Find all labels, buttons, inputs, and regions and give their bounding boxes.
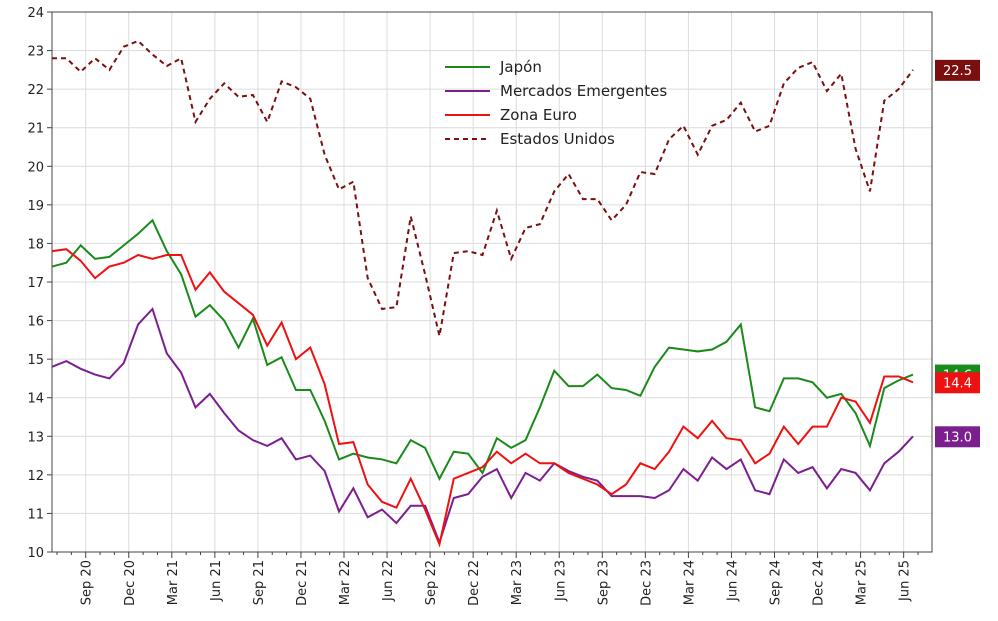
- series-line: [52, 39, 914, 337]
- x-tick-label: Mar 25: [855, 560, 870, 605]
- legend-label: Mercados Emergentes: [500, 82, 667, 100]
- x-tick-label: Dec 21: [295, 560, 310, 606]
- x-tick-label: Sep 24: [769, 560, 784, 605]
- end-label: 14.4: [943, 376, 972, 391]
- y-tick-label: 17: [27, 276, 44, 291]
- x-tick-label: Mar 21: [166, 560, 181, 605]
- y-tick-label: 18: [27, 237, 44, 252]
- plot-frame: [51, 11, 933, 553]
- x-tick-label: Dec 20: [123, 560, 138, 606]
- x-tick-label: Mar 24: [682, 560, 697, 605]
- y-tick-label: 16: [27, 315, 44, 330]
- end-label-box: [935, 59, 980, 81]
- y-tick-label: 23: [27, 45, 44, 60]
- end-label: 22.5: [943, 64, 972, 79]
- x-tick-label: Sep 20: [80, 560, 95, 605]
- y-tick-label: 19: [27, 199, 44, 214]
- series-line: [51, 307, 914, 546]
- x-tick-label: Jun 22: [381, 560, 396, 602]
- x-tick-label: Jun 21: [209, 560, 224, 602]
- y-tick-label: 20: [27, 160, 44, 175]
- x-tick-label: Sep 22: [424, 560, 439, 605]
- y-tick-label: 24: [27, 6, 44, 21]
- x-tick-label: Jun 25: [898, 560, 913, 602]
- x-tick-label: Dec 23: [639, 560, 654, 606]
- y-tick-label: 21: [27, 122, 44, 137]
- legend-label: Zona Euro: [500, 106, 577, 124]
- series-line: [51, 248, 914, 548]
- x-tick-label: Jun 24: [725, 560, 740, 602]
- end-label-box: [935, 426, 980, 448]
- y-tick-label: 13: [27, 430, 44, 445]
- series-line: [51, 218, 914, 481]
- x-tick-label: Mar 23: [510, 560, 525, 605]
- y-tick-label: 11: [27, 507, 44, 522]
- end-label: 13.0: [943, 430, 972, 445]
- x-tick-label: Dec 22: [467, 560, 482, 606]
- y-tick-label: 22: [27, 83, 44, 98]
- x-tick-label: Sep 21: [252, 560, 267, 605]
- end-label-box: [935, 372, 980, 394]
- legend-label: Estados Unidos: [500, 130, 615, 148]
- y-tick-label: 12: [27, 469, 44, 484]
- x-tick-label: Dec 24: [812, 560, 827, 606]
- y-tick-label: 10: [27, 546, 44, 561]
- y-tick-label: 15: [27, 353, 44, 368]
- y-tick-label: 14: [27, 392, 44, 407]
- x-tick-label: Sep 23: [596, 560, 611, 605]
- x-tick-label: Mar 22: [338, 560, 353, 605]
- x-tick-label: Jun 23: [553, 560, 568, 602]
- legend-label: Japón: [499, 58, 542, 76]
